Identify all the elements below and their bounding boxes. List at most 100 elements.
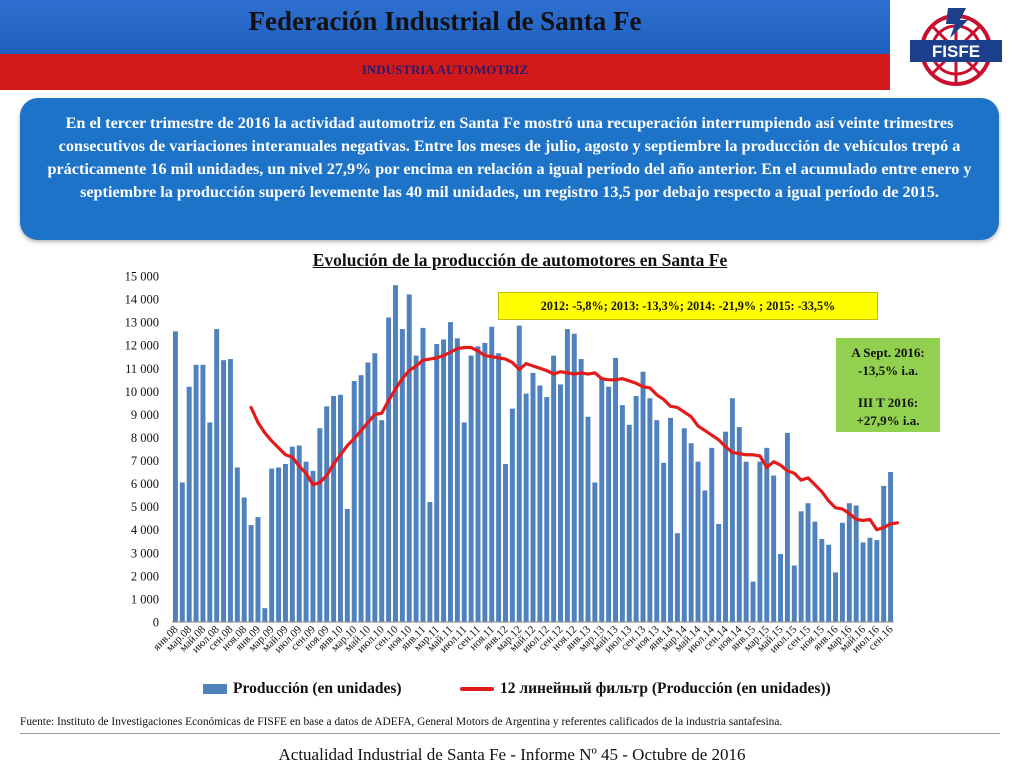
summary-text: En el tercer trimestre de 2016 la activi… — [47, 114, 972, 201]
bar — [619, 405, 625, 622]
fisfe-logo: FISFE — [910, 8, 1002, 86]
bar — [833, 572, 839, 622]
bar — [599, 377, 605, 622]
bar — [310, 470, 316, 622]
bar — [640, 371, 646, 622]
bar — [344, 508, 350, 622]
bar — [860, 542, 866, 622]
bar — [709, 447, 715, 622]
y-tick-label: 11 000 — [125, 362, 159, 376]
bar — [406, 294, 412, 622]
bar — [365, 362, 371, 622]
bar — [509, 408, 515, 622]
bar — [296, 445, 302, 622]
bar — [544, 397, 550, 622]
y-tick-label: 8 000 — [131, 431, 159, 445]
bar — [489, 326, 495, 622]
annual-variation-note: 2012: -5,8%; 2013: -13,3%; 2014: -21,9% … — [498, 292, 878, 320]
bar — [475, 346, 481, 622]
bar — [303, 461, 309, 622]
bar — [496, 353, 502, 622]
bar — [826, 544, 832, 622]
bar — [358, 375, 364, 622]
bar — [454, 338, 460, 622]
bar — [564, 329, 570, 622]
sept-line1: A Sept. 2016: — [851, 345, 925, 360]
bar — [874, 540, 880, 622]
bar — [241, 497, 247, 622]
y-tick-label: 0 — [153, 616, 159, 630]
bar — [867, 537, 873, 622]
interannual-variation-note: A Sept. 2016: -13,5% i.a. III T 2016: +2… — [836, 338, 940, 432]
bar — [337, 394, 343, 622]
bar — [186, 386, 192, 622]
bar — [592, 482, 598, 622]
bar — [688, 443, 694, 622]
bar — [537, 385, 543, 622]
report-footer: Actualidad Industrial de Santa Fe - Info… — [278, 745, 746, 764]
bar — [743, 461, 749, 622]
y-tick-label: 10 000 — [125, 385, 159, 399]
footer-divider — [20, 733, 1000, 734]
header-section-bar — [0, 54, 890, 90]
bar — [881, 485, 887, 622]
bar — [558, 384, 563, 622]
bar — [386, 317, 392, 622]
legend-line-swatch — [460, 687, 494, 691]
bar — [530, 372, 536, 622]
bar — [503, 463, 508, 622]
bar — [461, 422, 467, 622]
bar — [791, 565, 797, 622]
bar — [193, 364, 199, 622]
header-banner — [0, 0, 890, 54]
bar — [633, 395, 639, 622]
bar — [200, 364, 206, 622]
bar — [716, 523, 722, 622]
logo-text: FISFE — [932, 42, 980, 61]
bar — [172, 331, 178, 622]
bar — [427, 502, 433, 622]
bar — [448, 322, 453, 622]
bar — [269, 468, 275, 622]
bar — [207, 422, 213, 622]
y-tick-label: 12 000 — [125, 339, 159, 353]
bar — [723, 431, 729, 622]
source-footnote: Fuente: Instituto de Investigaciones Eco… — [20, 716, 783, 728]
y-tick-label: 15 000 — [125, 270, 159, 284]
bar — [846, 503, 852, 622]
y-tick-label: 5 000 — [131, 500, 159, 514]
bar — [234, 467, 240, 622]
bar — [661, 462, 667, 622]
bar — [516, 325, 522, 622]
bar — [681, 428, 687, 622]
bar — [372, 353, 378, 622]
bar — [523, 393, 529, 622]
y-axis: 0 1 000 2 000 3 000 4 000 5 000 6 000 7 000 8 00… — [125, 270, 159, 630]
section-subtitle: INDUSTRIA AUTOMOTRIZ — [361, 62, 529, 77]
bar — [331, 395, 337, 622]
bar — [654, 420, 660, 622]
bar — [805, 503, 811, 622]
bar — [647, 398, 653, 622]
bar — [812, 521, 818, 622]
q3-line2: +27,9% i.a. — [856, 413, 920, 428]
legend-bar-swatch — [203, 684, 227, 694]
bar — [888, 472, 894, 622]
trend-line — [249, 345, 900, 532]
bar — [276, 467, 282, 622]
bar — [214, 329, 220, 622]
bar — [227, 359, 233, 622]
bar — [771, 475, 777, 622]
bar-series — [172, 285, 894, 622]
bar — [248, 525, 254, 622]
bar — [324, 406, 330, 622]
bar — [571, 333, 577, 622]
y-tick-label: 1 000 — [131, 592, 159, 606]
bar — [585, 416, 591, 622]
y-tick-label: 7 000 — [131, 454, 159, 468]
q3-line1: III T 2016: — [857, 395, 919, 410]
y-tick-label: 13 000 — [125, 316, 159, 330]
bar — [798, 511, 804, 622]
bar — [255, 517, 261, 622]
bar — [668, 417, 673, 622]
